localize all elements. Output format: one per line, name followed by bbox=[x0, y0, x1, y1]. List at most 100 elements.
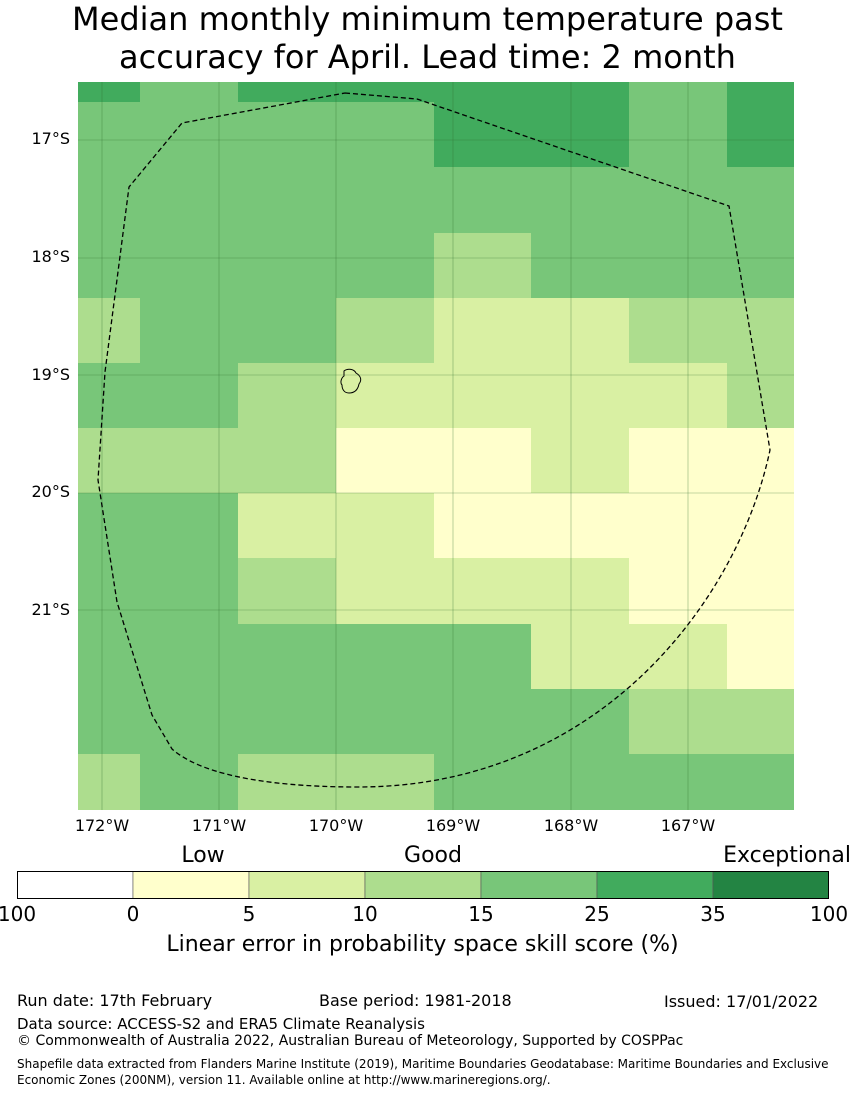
map-grid-cell bbox=[78, 298, 140, 363]
map-grid-cell bbox=[78, 493, 140, 558]
map-grid-cell bbox=[434, 624, 531, 689]
map-grid-cell bbox=[727, 493, 794, 558]
map-grid-cell bbox=[238, 298, 336, 363]
lon-label-169w: 169°W bbox=[425, 816, 481, 835]
map-grid-cell bbox=[727, 82, 794, 102]
copyright: © Commonwealth of Australia 2022, Austra… bbox=[17, 1033, 684, 1049]
map-grid-cell bbox=[140, 102, 238, 167]
legend-category-good: Good bbox=[404, 843, 462, 868]
map-grid-cell bbox=[434, 428, 531, 493]
colorbar-tick: 35 bbox=[700, 902, 726, 926]
map-grid-cell bbox=[140, 167, 238, 233]
issued-date: Issued: 17/01/2022 bbox=[664, 992, 819, 1011]
colorbar-segment bbox=[712, 871, 829, 899]
colorbar-segment bbox=[596, 871, 714, 899]
map-grid-cell bbox=[238, 493, 336, 558]
colorbar-title: Linear error in probability space skill … bbox=[166, 932, 679, 957]
map-grid-cell bbox=[78, 428, 140, 493]
niue-island-outline bbox=[340, 368, 362, 394]
eez-boundary bbox=[97, 92, 771, 788]
map-grid-cell bbox=[140, 298, 238, 363]
lat-label-17s: 17°S bbox=[31, 129, 70, 148]
map-grid-cell bbox=[336, 233, 434, 298]
map-grid-cell bbox=[727, 167, 794, 233]
map-grid-cell bbox=[727, 428, 794, 493]
run-date: Run date: 17th February bbox=[17, 991, 213, 1010]
title-line-1: Median monthly minimum temperature past bbox=[72, 0, 783, 38]
map-grid-cell bbox=[434, 689, 531, 754]
colorbar-tick: 5 bbox=[242, 902, 256, 926]
map-grid-cell bbox=[434, 167, 531, 233]
map-grid-cell bbox=[336, 167, 434, 233]
map-grid-cell bbox=[78, 82, 140, 102]
map-grid-cell bbox=[629, 624, 727, 689]
map-grid-cell bbox=[727, 233, 794, 298]
colorbar-segment bbox=[248, 871, 366, 899]
colorbar-segment bbox=[132, 871, 250, 899]
colorbar-tick: 100 bbox=[809, 902, 849, 926]
map-grid-cell bbox=[434, 754, 531, 810]
legend-category-low: Low bbox=[181, 843, 225, 868]
colorbar-tick: 25 bbox=[584, 902, 610, 926]
map-grid-cell bbox=[629, 493, 727, 558]
map-grid-cell bbox=[531, 754, 629, 810]
map-grid-cell bbox=[336, 102, 434, 167]
map-grid-cell bbox=[140, 754, 238, 810]
colorbar-tick: 15 bbox=[468, 902, 494, 926]
map-grid-cell bbox=[336, 363, 434, 428]
colorbar bbox=[17, 871, 829, 899]
map-grid-cell bbox=[238, 82, 336, 102]
skill-map bbox=[78, 82, 794, 810]
map-grid-cell bbox=[78, 689, 140, 754]
map-grid-cell bbox=[531, 558, 629, 624]
map-grid-cell bbox=[238, 558, 336, 624]
map-grid-cell bbox=[629, 82, 727, 102]
colorbar-tick: 0 bbox=[126, 902, 140, 926]
map-grid-cell bbox=[336, 493, 434, 558]
map-grid-cell bbox=[531, 363, 629, 428]
title-line-2: accuracy for April. Lead time: 2 month bbox=[119, 38, 736, 76]
map-grid-cell bbox=[629, 363, 727, 428]
colorbar-tick: 100 bbox=[0, 902, 37, 926]
map-grid-cell bbox=[434, 233, 531, 298]
map-title: Median monthly minimum temperature past … bbox=[0, 0, 855, 76]
map-grid-cell bbox=[78, 624, 140, 689]
map-grid-cell bbox=[336, 558, 434, 624]
legend-category-exceptional: Exceptional bbox=[723, 843, 851, 868]
map-grid-cell bbox=[140, 82, 238, 102]
map-grid-cell bbox=[336, 82, 434, 102]
data-source: Data source: ACCESS-S2 and ERA5 Climate … bbox=[17, 1015, 425, 1033]
lat-label-21s: 21°S bbox=[31, 600, 70, 619]
map-grid-cell bbox=[140, 558, 238, 624]
map-grid-cell bbox=[434, 82, 531, 102]
map-grid-cell bbox=[727, 558, 794, 624]
colorbar-segment bbox=[364, 871, 482, 899]
map-grid-cell bbox=[78, 167, 140, 233]
map-grid-cell bbox=[336, 298, 434, 363]
map-grid-cell bbox=[629, 102, 727, 167]
map-grid-cell bbox=[238, 754, 336, 810]
lat-label-19s: 19°S bbox=[31, 365, 70, 384]
lon-label-172w: 172°W bbox=[74, 816, 130, 835]
map-grid-cell bbox=[238, 102, 336, 167]
map-grid-cell bbox=[78, 102, 140, 167]
colorbar-tick: 10 bbox=[352, 902, 378, 926]
map-grid-cell bbox=[531, 233, 629, 298]
map-grid-cell bbox=[238, 428, 336, 493]
map-grid-cell bbox=[727, 689, 794, 754]
colorbar-segment bbox=[17, 871, 134, 899]
map-grid-cell bbox=[140, 689, 238, 754]
map-grid-cell bbox=[531, 493, 629, 558]
map-grid-cell bbox=[434, 493, 531, 558]
map-grid-cell bbox=[238, 167, 336, 233]
map-grid-cell bbox=[140, 233, 238, 298]
map-grid-cell bbox=[434, 298, 531, 363]
map-grid-cell bbox=[629, 298, 727, 363]
map-grid-cell bbox=[629, 558, 727, 624]
lon-label-170w: 170°W bbox=[308, 816, 364, 835]
map-grid-cell bbox=[140, 624, 238, 689]
map-grid-cell bbox=[629, 233, 727, 298]
map-grid-cell bbox=[629, 167, 727, 233]
map-grid-cell bbox=[531, 102, 629, 167]
shapefile-attribution: Shapefile data extracted from Flanders M… bbox=[17, 1057, 829, 1087]
